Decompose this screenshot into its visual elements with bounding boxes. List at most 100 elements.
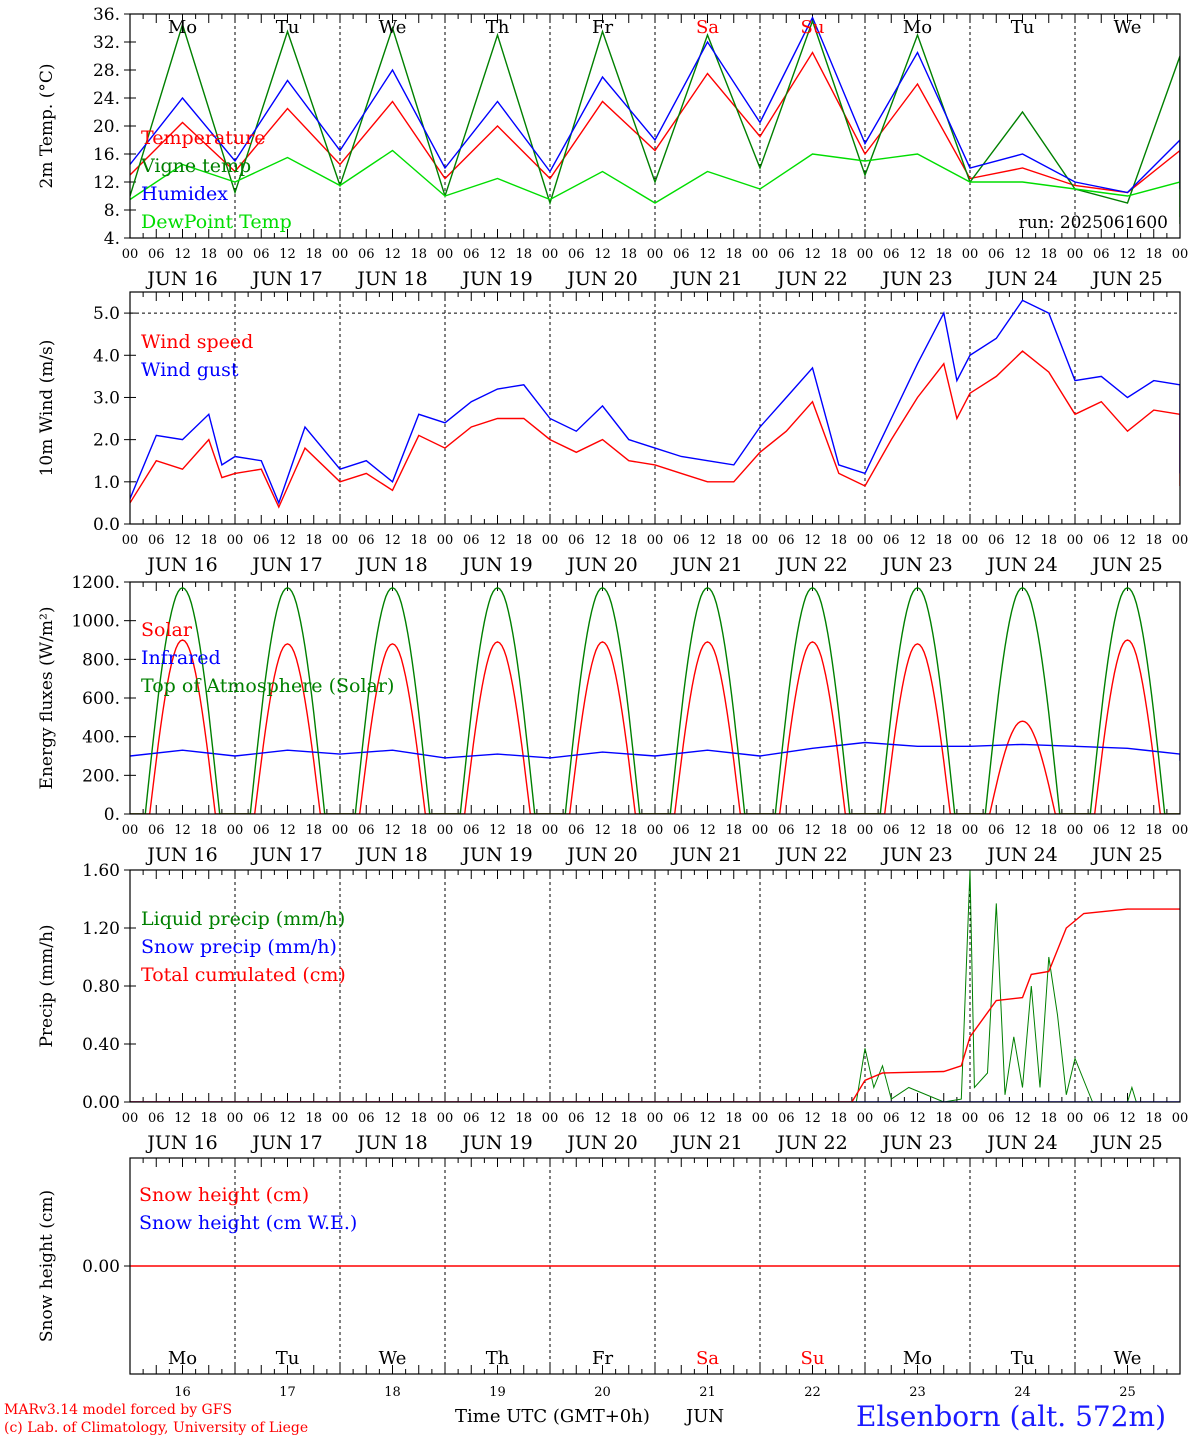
weekday-label: We [1114,17,1142,38]
hour-tick-label: 06 [988,247,1005,262]
y-tick-label: 3.0 [93,388,120,408]
hour-tick-label: 06 [253,533,270,548]
y-tick-label: 20. [93,117,120,137]
hour-tick-label: 18 [725,823,742,838]
hour-tick-label: 18 [1040,823,1057,838]
hour-tick-label: 06 [253,1111,270,1126]
legend-entry: Vigne temp [140,155,251,177]
hour-tick-label: 12 [1119,247,1136,262]
panel-5: 0.00 Snow height (cm) Snow height (cm W.E.… [37,1157,1181,1400]
hour-tick-label: 00 [437,1111,454,1126]
hour-tick-label: 00 [437,533,454,548]
hour-tick-label: 12 [489,533,506,548]
y-tick-label: 0.00 [82,1257,120,1277]
hour-tick-label: 12 [1014,533,1031,548]
day-number-label: 20 [594,1385,611,1400]
hour-tick-label: 00 [1067,1111,1084,1126]
y-tick-label: 8. [104,201,120,221]
hour-tick-label: 18 [935,247,952,262]
y-tick-label: 0.00 [82,1093,120,1113]
hour-tick-label: 06 [1093,247,1110,262]
hour-tick-label: 12 [699,247,716,262]
series-line [130,350,1180,509]
hour-tick-label: 12 [1119,533,1136,548]
y-axis-label: 10m Wind (m/s) [37,340,57,477]
day-label: JUN 21 [670,844,742,866]
hour-tick-label: 18 [1040,533,1057,548]
y-tick-label: 32. [93,33,120,53]
series-line [130,908,1180,1102]
hour-tick-label: 12 [699,533,716,548]
hour-tick-label: 12 [384,247,401,262]
day-label: JUN 22 [775,1132,847,1154]
day-label: JUN 16 [145,268,217,290]
plot-frame [129,291,1181,525]
hour-tick-label: 06 [673,1111,690,1126]
hour-tick-label: 06 [463,823,480,838]
day-label: JUN 18 [355,268,427,290]
day-label: JUN 22 [775,554,847,576]
day-label: JUN 20 [565,844,637,866]
hour-tick-label: 06 [988,1111,1005,1126]
hour-tick-label: 12 [594,1111,611,1126]
hour-tick-label: 06 [778,247,795,262]
hour-tick-label: 00 [647,247,664,262]
legend-entry: Top of Atmosphere (Solar) [141,675,394,697]
y-tick-label: 5.0 [93,304,120,324]
day-label: JUN 21 [670,554,742,576]
hour-tick-label: 06 [988,823,1005,838]
hour-tick-label: 18 [725,533,742,548]
hour-tick-label: 00 [1172,533,1189,548]
day-label: JUN 23 [880,1132,952,1154]
day-label: JUN 17 [250,1132,322,1154]
hour-tick-label: 18 [410,1111,427,1126]
y-tick-label: 600. [82,689,120,709]
hour-tick-label: 18 [620,1111,637,1126]
hour-tick-label: 12 [1014,247,1031,262]
hour-tick-label: 00 [542,823,559,838]
hour-tick-label: 06 [148,823,165,838]
hour-tick-label: 12 [804,823,821,838]
y-tick-label: 1200. [71,573,120,593]
y-tick-label: 0. [104,805,120,825]
y-tick-label: 16. [93,145,120,165]
hour-tick-label: 18 [305,533,322,548]
hour-tick-label: 12 [594,533,611,548]
hour-tick-label: 06 [988,533,1005,548]
hour-tick-label: 00 [962,823,979,838]
hour-tick-label: 12 [279,823,296,838]
plot-frame [129,13,1181,239]
panel-1: 4. 8. 12. 16. 20. 24. 28. 32. 36. Temperature Vign… [37,5,1188,290]
hour-tick-label: 00 [647,1111,664,1126]
hour-tick-label: 00 [962,533,979,548]
day-label: JUN 18 [355,844,427,866]
hour-tick-label: 00 [122,823,139,838]
series-line [130,587,1180,814]
day-label: JUN 25 [1090,268,1162,290]
run-label: run: 2025061600 [1019,213,1168,233]
hour-tick-label: 12 [174,1111,191,1126]
hour-tick-label: 00 [857,1111,874,1126]
hour-tick-label: 12 [909,1111,926,1126]
hour-tick-label: 12 [909,247,926,262]
hour-tick-label: 18 [1145,823,1162,838]
day-label: JUN 25 [1090,844,1162,866]
hour-tick-label: 12 [174,533,191,548]
hour-tick-label: 00 [857,247,874,262]
hour-tick-label: 12 [489,823,506,838]
weekday-label: Sa [696,1348,719,1369]
weekday-label: Su [801,17,825,38]
hour-tick-label: 00 [857,533,874,548]
hour-tick-label: 12 [279,1111,296,1126]
legend-entry: Liquid precip (mm/h) [141,908,345,930]
series-line [130,18,1180,224]
hour-tick-label: 06 [253,823,270,838]
weekday-label: Mo [168,17,197,38]
hour-tick-label: 18 [1145,247,1162,262]
hour-tick-label: 12 [804,247,821,262]
hour-tick-label: 06 [358,247,375,262]
y-tick-label: 0.80 [82,977,120,997]
series-line [130,741,1180,761]
hour-tick-label: 06 [778,823,795,838]
